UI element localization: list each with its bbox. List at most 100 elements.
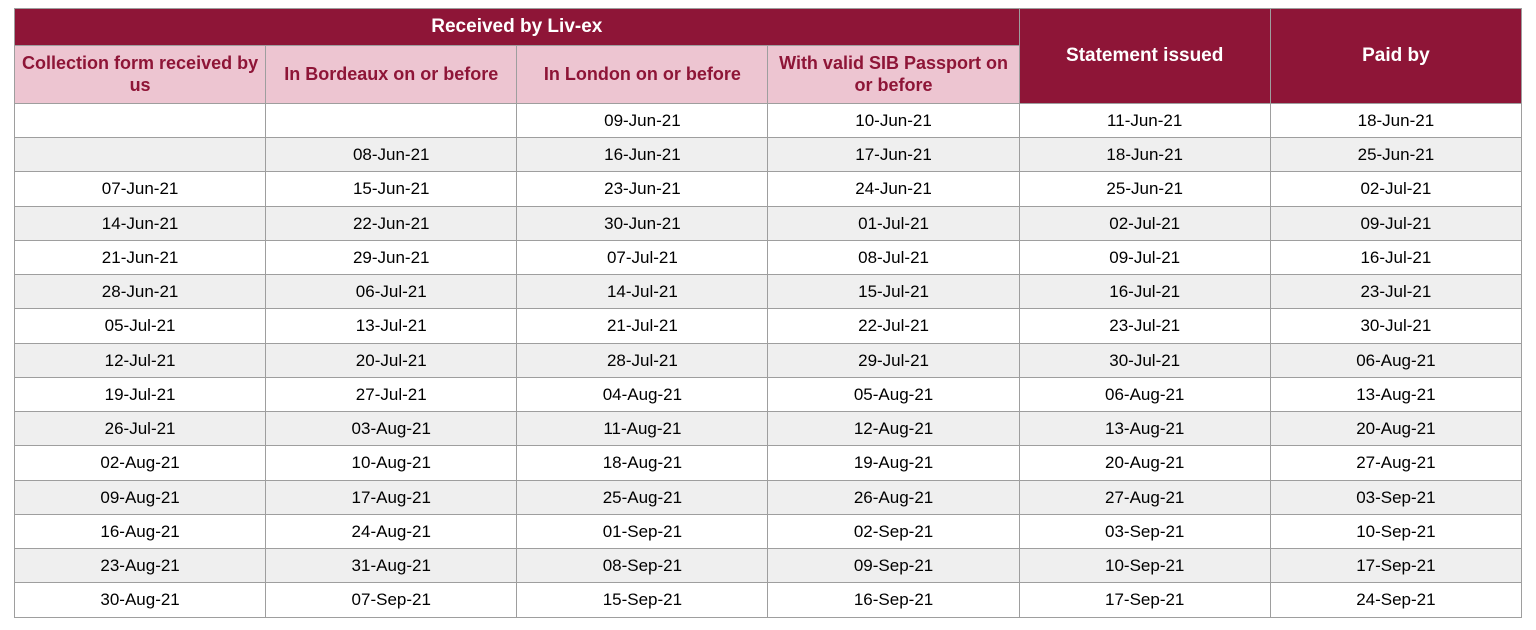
table-row: 12-Jul-2120-Jul-2128-Jul-2129-Jul-2130-J… <box>15 343 1522 377</box>
table-cell: 23-Aug-21 <box>15 549 266 583</box>
table-cell: 19-Jul-21 <box>15 377 266 411</box>
col-header-statement-issued: Statement issued <box>1019 9 1270 104</box>
table-cell: 16-Jul-21 <box>1270 240 1521 274</box>
table-row: 19-Jul-2127-Jul-2104-Aug-2105-Aug-2106-A… <box>15 377 1522 411</box>
table-cell: 05-Jul-21 <box>15 309 266 343</box>
table-cell: 22-Jul-21 <box>768 309 1019 343</box>
table-cell: 15-Sep-21 <box>517 583 768 617</box>
table-cell: 01-Jul-21 <box>768 206 1019 240</box>
table-cell: 03-Aug-21 <box>266 412 517 446</box>
table-cell: 17-Aug-21 <box>266 480 517 514</box>
table-header: Received by Liv-ex Statement issued Paid… <box>15 9 1522 104</box>
table-cell: 18-Jun-21 <box>1019 138 1270 172</box>
table-cell: 07-Jul-21 <box>517 240 768 274</box>
table-row: 09-Aug-2117-Aug-2125-Aug-2126-Aug-2127-A… <box>15 480 1522 514</box>
table-cell <box>15 103 266 137</box>
table-cell: 13-Aug-21 <box>1270 377 1521 411</box>
table-cell: 21-Jun-21 <box>15 240 266 274</box>
table-cell: 03-Sep-21 <box>1019 514 1270 548</box>
table-cell: 25-Jun-21 <box>1019 172 1270 206</box>
col-header-sib-passport: With valid SIB Passport on or before <box>768 45 1019 103</box>
table-cell: 11-Aug-21 <box>517 412 768 446</box>
table-cell: 16-Jun-21 <box>517 138 768 172</box>
col-header-collection-form: Collection form received by us <box>15 45 266 103</box>
table-cell: 26-Jul-21 <box>15 412 266 446</box>
schedule-table: Received by Liv-ex Statement issued Paid… <box>14 8 1522 618</box>
table-cell: 20-Aug-21 <box>1019 446 1270 480</box>
table-cell: 28-Jun-21 <box>15 275 266 309</box>
table-cell: 25-Jun-21 <box>1270 138 1521 172</box>
table-cell: 15-Jul-21 <box>768 275 1019 309</box>
table-cell: 22-Jun-21 <box>266 206 517 240</box>
table-cell: 24-Sep-21 <box>1270 583 1521 617</box>
table-cell: 20-Jul-21 <box>266 343 517 377</box>
table-cell: 09-Jul-21 <box>1270 206 1521 240</box>
table-cell: 09-Jun-21 <box>517 103 768 137</box>
table-cell: 17-Sep-21 <box>1019 583 1270 617</box>
table-cell: 18-Aug-21 <box>517 446 768 480</box>
table-cell: 27-Aug-21 <box>1270 446 1521 480</box>
table-cell: 04-Aug-21 <box>517 377 768 411</box>
col-header-paid-by: Paid by <box>1270 9 1521 104</box>
table-cell: 30-Jul-21 <box>1270 309 1521 343</box>
table-cell: 23-Jul-21 <box>1270 275 1521 309</box>
table-cell: 10-Sep-21 <box>1270 514 1521 548</box>
table-cell: 25-Aug-21 <box>517 480 768 514</box>
table-cell: 10-Sep-21 <box>1019 549 1270 583</box>
col-header-london: In London on or before <box>517 45 768 103</box>
table-cell: 11-Jun-21 <box>1019 103 1270 137</box>
table-cell <box>15 138 266 172</box>
table-cell: 10-Jun-21 <box>768 103 1019 137</box>
table-cell: 19-Aug-21 <box>768 446 1019 480</box>
group-header-received-by-livex: Received by Liv-ex <box>15 9 1020 46</box>
table-cell: 12-Aug-21 <box>768 412 1019 446</box>
table-cell: 09-Sep-21 <box>768 549 1019 583</box>
table-cell: 17-Jun-21 <box>768 138 1019 172</box>
table-cell: 14-Jun-21 <box>15 206 266 240</box>
table-cell: 16-Aug-21 <box>15 514 266 548</box>
table-cell: 08-Jul-21 <box>768 240 1019 274</box>
header-row-1: Received by Liv-ex Statement issued Paid… <box>15 9 1522 46</box>
table-cell: 30-Aug-21 <box>15 583 266 617</box>
table-cell: 06-Aug-21 <box>1019 377 1270 411</box>
table-cell: 13-Jul-21 <box>266 309 517 343</box>
table-cell: 07-Sep-21 <box>266 583 517 617</box>
table-cell: 30-Jul-21 <box>1019 343 1270 377</box>
table-cell: 09-Aug-21 <box>15 480 266 514</box>
table-cell: 31-Aug-21 <box>266 549 517 583</box>
table-row: 14-Jun-2122-Jun-2130-Jun-2101-Jul-2102-J… <box>15 206 1522 240</box>
table-cell: 08-Sep-21 <box>517 549 768 583</box>
table-cell: 05-Aug-21 <box>768 377 1019 411</box>
table-cell: 02-Aug-21 <box>15 446 266 480</box>
table-cell: 01-Sep-21 <box>517 514 768 548</box>
table-cell: 20-Aug-21 <box>1270 412 1521 446</box>
table-cell: 24-Jun-21 <box>768 172 1019 206</box>
table-cell: 27-Jul-21 <box>266 377 517 411</box>
table-cell: 16-Jul-21 <box>1019 275 1270 309</box>
table-cell: 26-Aug-21 <box>768 480 1019 514</box>
table-cell: 23-Jun-21 <box>517 172 768 206</box>
table-row: 09-Jun-2110-Jun-2111-Jun-2118-Jun-21 <box>15 103 1522 137</box>
table-cell: 17-Sep-21 <box>1270 549 1521 583</box>
table-cell: 18-Jun-21 <box>1270 103 1521 137</box>
table-cell: 23-Jul-21 <box>1019 309 1270 343</box>
table-cell: 02-Jul-21 <box>1019 206 1270 240</box>
table-row: 30-Aug-2107-Sep-2115-Sep-2116-Sep-2117-S… <box>15 583 1522 617</box>
table-row: 05-Jul-2113-Jul-2121-Jul-2122-Jul-2123-J… <box>15 309 1522 343</box>
table-cell: 09-Jul-21 <box>1019 240 1270 274</box>
table-cell: 06-Aug-21 <box>1270 343 1521 377</box>
table-row: 16-Aug-2124-Aug-2101-Sep-2102-Sep-2103-S… <box>15 514 1522 548</box>
col-header-bordeaux: In Bordeaux on or before <box>266 45 517 103</box>
table-row: 07-Jun-2115-Jun-2123-Jun-2124-Jun-2125-J… <box>15 172 1522 206</box>
table-row: 23-Aug-2131-Aug-2108-Sep-2109-Sep-2110-S… <box>15 549 1522 583</box>
table-row: 26-Jul-2103-Aug-2111-Aug-2112-Aug-2113-A… <box>15 412 1522 446</box>
table-cell: 24-Aug-21 <box>266 514 517 548</box>
table-cell: 29-Jul-21 <box>768 343 1019 377</box>
table-cell <box>266 103 517 137</box>
table-cell: 29-Jun-21 <box>266 240 517 274</box>
table-row: 28-Jun-2106-Jul-2114-Jul-2115-Jul-2116-J… <box>15 275 1522 309</box>
table-cell: 08-Jun-21 <box>266 138 517 172</box>
table-cell: 03-Sep-21 <box>1270 480 1521 514</box>
table-row: 08-Jun-2116-Jun-2117-Jun-2118-Jun-2125-J… <box>15 138 1522 172</box>
table-cell: 12-Jul-21 <box>15 343 266 377</box>
